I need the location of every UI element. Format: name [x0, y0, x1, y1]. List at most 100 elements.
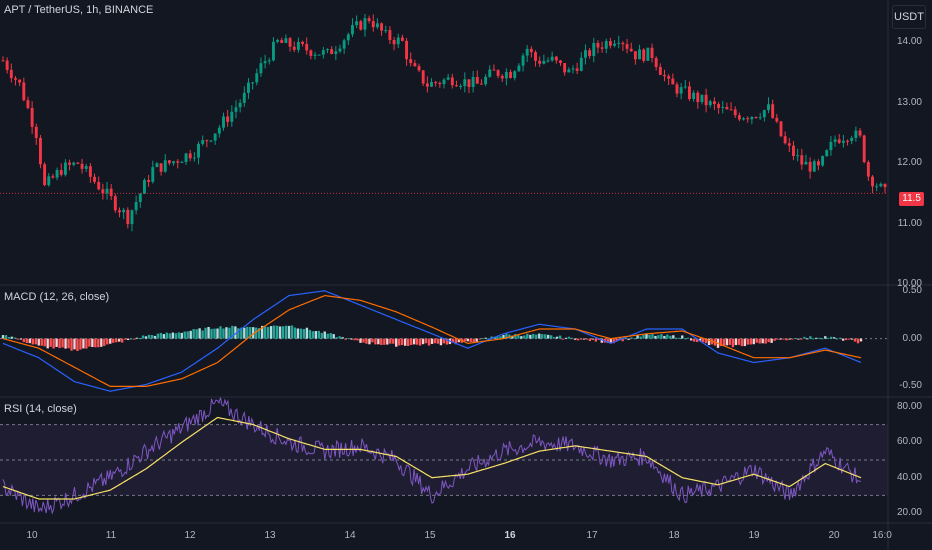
candle[interactable] — [455, 80, 458, 87]
candle[interactable] — [47, 173, 51, 187]
candle[interactable] — [313, 51, 317, 60]
candle[interactable] — [434, 80, 438, 87]
candle[interactable] — [155, 162, 159, 168]
candle[interactable] — [679, 82, 683, 100]
candle[interactable] — [205, 139, 209, 148]
candle[interactable] — [633, 51, 637, 65]
candle[interactable] — [688, 81, 691, 102]
candle[interactable] — [675, 82, 679, 98]
candle[interactable] — [504, 68, 508, 86]
candle[interactable] — [841, 134, 845, 148]
candle[interactable] — [496, 69, 500, 79]
candle[interactable] — [34, 123, 38, 145]
candle[interactable] — [742, 117, 746, 121]
candle[interactable] — [567, 67, 571, 73]
candle[interactable] — [134, 195, 138, 215]
candle[interactable] — [787, 138, 791, 153]
candle[interactable] — [425, 76, 429, 93]
candle[interactable] — [475, 70, 479, 84]
candle[interactable] — [529, 46, 533, 58]
candle[interactable] — [492, 64, 496, 71]
candle[interactable] — [758, 112, 762, 120]
candle[interactable] — [142, 178, 146, 194]
candle[interactable] — [51, 173, 55, 179]
candle[interactable] — [762, 109, 766, 122]
candle[interactable] — [846, 139, 850, 146]
candle[interactable] — [63, 159, 67, 177]
candle[interactable] — [579, 52, 583, 72]
candle[interactable] — [72, 161, 76, 167]
candle[interactable] — [750, 116, 754, 125]
candle[interactable] — [654, 56, 658, 71]
candle[interactable] — [22, 77, 26, 102]
candle[interactable] — [405, 38, 409, 66]
candle[interactable] — [180, 160, 184, 163]
candle[interactable] — [438, 81, 442, 88]
candle[interactable] — [197, 141, 200, 165]
candle[interactable] — [276, 38, 280, 44]
candle[interactable] — [875, 183, 879, 192]
candle[interactable] — [879, 182, 883, 188]
candle[interactable] — [479, 79, 483, 85]
candle[interactable] — [663, 69, 666, 82]
candle[interactable] — [696, 90, 700, 109]
macd-pane[interactable] — [0, 290, 888, 392]
candle[interactable] — [783, 131, 787, 145]
candle[interactable] — [667, 73, 671, 86]
candle[interactable] — [93, 173, 96, 184]
candle[interactable] — [729, 102, 733, 111]
candle[interactable] — [351, 18, 354, 38]
candle[interactable] — [326, 48, 329, 54]
candle[interactable] — [163, 154, 167, 173]
candle[interactable] — [68, 159, 72, 171]
candle[interactable] — [421, 70, 425, 87]
candle[interactable] — [267, 57, 271, 65]
candle[interactable] — [804, 154, 808, 165]
candle[interactable] — [509, 69, 513, 79]
candle[interactable] — [375, 18, 379, 30]
candle[interactable] — [467, 79, 471, 94]
candle[interactable] — [59, 163, 63, 177]
candle[interactable] — [459, 83, 463, 90]
candle[interactable] — [138, 192, 142, 208]
candle[interactable] — [388, 26, 392, 45]
candle[interactable] — [583, 44, 587, 65]
candle[interactable] — [159, 163, 163, 176]
candle[interactable] — [708, 99, 712, 108]
currency-button[interactable]: USDT — [892, 5, 926, 29]
candle[interactable] — [800, 148, 804, 170]
candle[interactable] — [534, 50, 537, 67]
candle[interactable] — [430, 78, 433, 88]
candle[interactable] — [147, 174, 151, 187]
candle[interactable] — [471, 70, 475, 93]
candle[interactable] — [563, 63, 567, 76]
candle[interactable] — [5, 57, 9, 74]
candle[interactable] — [733, 106, 737, 118]
candle[interactable] — [384, 25, 388, 34]
candle[interactable] — [409, 52, 413, 67]
candle[interactable] — [525, 45, 529, 63]
candle[interactable] — [596, 40, 600, 54]
candle[interactable] — [554, 55, 558, 64]
candle[interactable] — [238, 99, 242, 113]
candle[interactable] — [692, 90, 696, 102]
candle[interactable] — [105, 181, 109, 200]
candle[interactable] — [737, 112, 741, 122]
candle[interactable] — [259, 57, 263, 77]
candle[interactable] — [829, 136, 833, 156]
candle[interactable] — [550, 51, 554, 62]
candle[interactable] — [500, 74, 504, 83]
candle[interactable] — [26, 96, 30, 110]
candle[interactable] — [359, 19, 363, 31]
candle[interactable] — [392, 37, 396, 51]
candle[interactable] — [450, 73, 454, 89]
candle[interactable] — [284, 34, 288, 44]
candle[interactable] — [367, 15, 371, 24]
candle[interactable] — [309, 49, 313, 60]
candle[interactable] — [363, 13, 367, 37]
candle[interactable] — [721, 100, 725, 114]
candle[interactable] — [638, 44, 641, 60]
candle[interactable] — [80, 158, 84, 174]
candle[interactable] — [513, 70, 517, 81]
candle[interactable] — [76, 161, 80, 165]
